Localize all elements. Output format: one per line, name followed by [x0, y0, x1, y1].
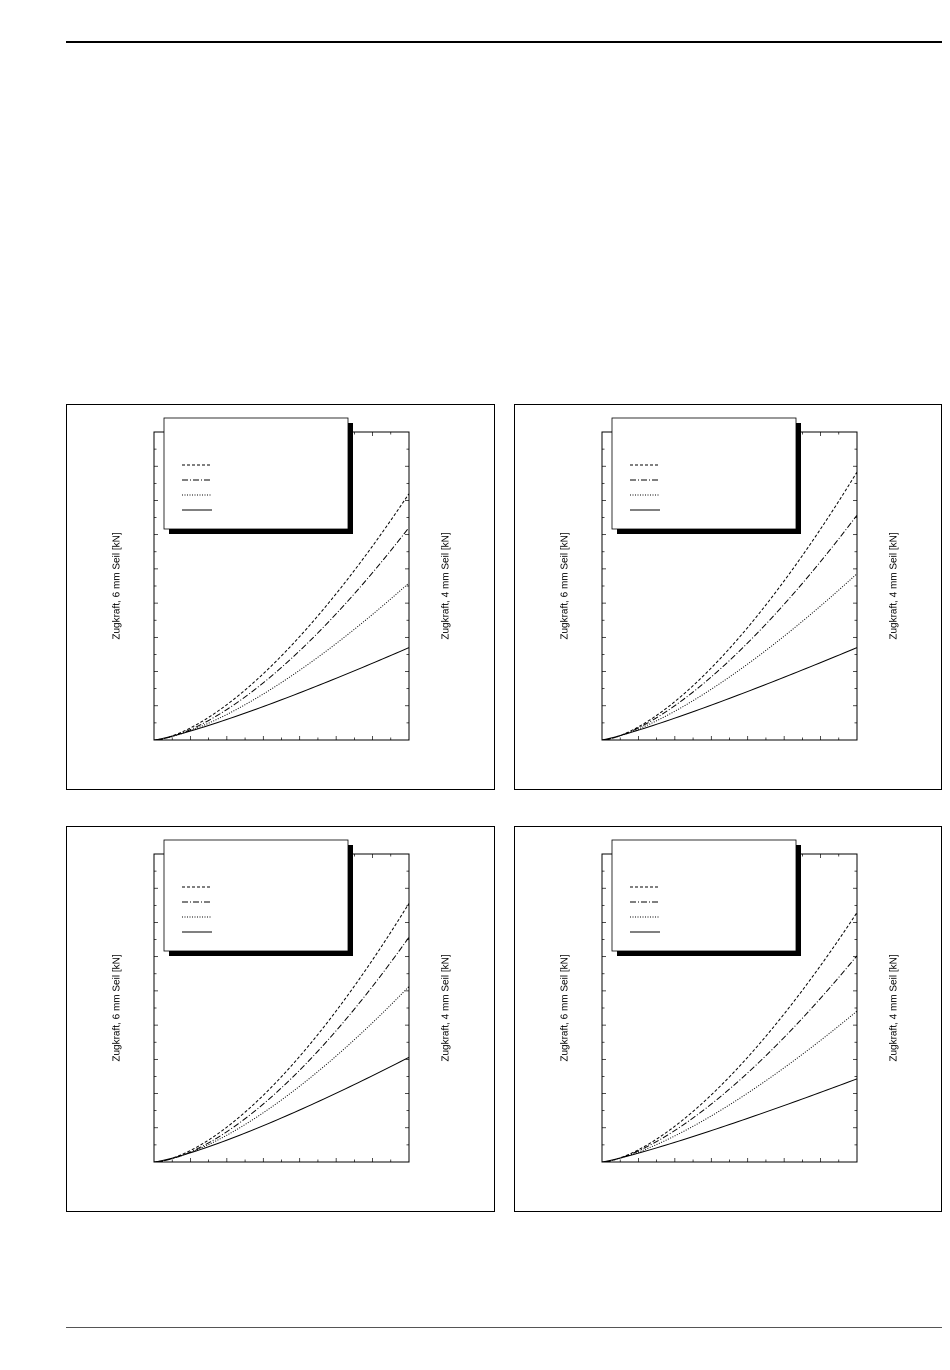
series-line-4 [601, 647, 858, 741]
y-axis-label-right: Zugkraft, 4 mm Seil [kN] [888, 954, 900, 1062]
y-axis-label-left: Zugkraft, 6 mm Seil [kN] [111, 532, 123, 640]
series-line-1 [153, 493, 410, 741]
y-axis-label-left: Zugkraft, 6 mm Seil [kN] [559, 532, 571, 640]
series-line-4 [153, 647, 410, 741]
series-line-2 [153, 936, 410, 1163]
chart-svg [153, 839, 410, 1163]
chart-panel-4: Zugkraft, 6 mm Seil [kN] Zugkraft, 4 mm S… [514, 826, 942, 1212]
series-line-4 [153, 1056, 410, 1163]
y-axis-label-left: Zugkraft, 6 mm Seil [kN] [111, 954, 123, 1062]
y-axis-label-right: Zugkraft, 4 mm Seil [kN] [440, 532, 452, 640]
chart-svg [601, 839, 858, 1163]
series-line-4 [601, 1078, 858, 1163]
chart-panel-2: Zugkraft, 6 mm Seil [kN] Zugkraft, 4 mm S… [514, 404, 942, 790]
series-line-3 [601, 1010, 858, 1163]
chart-panel-3: Zugkraft, 6 mm Seil [kN] Zugkraft, 4 mm S… [66, 826, 495, 1212]
series-line-2 [601, 955, 858, 1163]
footer-rule [66, 1327, 942, 1328]
chart-svg [601, 417, 858, 741]
y-axis-label-right: Zugkraft, 4 mm Seil [kN] [888, 532, 900, 640]
series-line-3 [153, 582, 410, 741]
series-line-2 [153, 527, 410, 741]
y-axis-label-right: Zugkraft, 4 mm Seil [kN] [440, 954, 452, 1062]
header-rule [66, 41, 942, 43]
series-line-1 [153, 903, 410, 1163]
legend-box [163, 839, 349, 952]
chart-svg [153, 417, 410, 741]
series-line-1 [601, 471, 858, 741]
legend-box [611, 839, 797, 952]
y-axis-label-left: Zugkraft, 6 mm Seil [kN] [559, 954, 571, 1062]
series-line-2 [601, 514, 858, 741]
legend-box [163, 417, 349, 530]
series-line-3 [153, 986, 410, 1163]
series-line-1 [601, 912, 858, 1163]
legend-box [611, 417, 797, 530]
chart-panel-1: Zugkraft, 6 mm Seil [kN] Zugkraft, 4 mm S… [66, 404, 495, 790]
series-line-3 [601, 573, 858, 741]
